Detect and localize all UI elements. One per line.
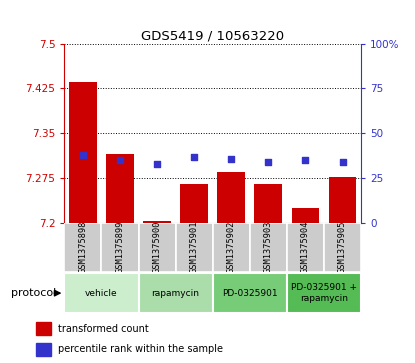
Text: vehicle: vehicle bbox=[85, 289, 118, 298]
Bar bbox=[36, 322, 51, 335]
Text: GSM1375900: GSM1375900 bbox=[153, 220, 161, 273]
Bar bbox=[324, 223, 361, 272]
Point bbox=[265, 159, 272, 165]
Bar bbox=[143, 221, 171, 223]
Bar bbox=[139, 273, 213, 313]
Bar bbox=[254, 184, 282, 223]
Point bbox=[228, 156, 234, 162]
Text: GSM1375904: GSM1375904 bbox=[301, 220, 310, 273]
Point bbox=[191, 154, 198, 160]
Bar bbox=[69, 82, 97, 223]
Bar bbox=[291, 208, 319, 223]
Bar bbox=[36, 343, 51, 356]
Point bbox=[302, 158, 309, 163]
Bar bbox=[250, 223, 287, 272]
Text: GSM1375898: GSM1375898 bbox=[78, 220, 88, 273]
Text: GSM1375905: GSM1375905 bbox=[338, 220, 347, 273]
Text: PD-0325901: PD-0325901 bbox=[222, 289, 278, 298]
Point bbox=[339, 159, 346, 165]
Point bbox=[154, 161, 160, 167]
Bar bbox=[139, 223, 176, 272]
Bar bbox=[217, 172, 245, 223]
Point bbox=[117, 158, 123, 163]
Text: percentile rank within the sample: percentile rank within the sample bbox=[58, 344, 223, 354]
Text: GSM1375902: GSM1375902 bbox=[227, 220, 236, 273]
Text: transformed count: transformed count bbox=[58, 323, 149, 334]
Text: GSM1375901: GSM1375901 bbox=[190, 220, 199, 273]
Bar bbox=[180, 184, 208, 223]
Text: PD-0325901 +
rapamycin: PD-0325901 + rapamycin bbox=[291, 284, 357, 303]
Bar bbox=[213, 223, 250, 272]
Text: GSM1375899: GSM1375899 bbox=[115, 220, 124, 273]
Text: protocol: protocol bbox=[11, 288, 56, 298]
Point bbox=[80, 152, 86, 158]
Bar bbox=[64, 273, 139, 313]
Bar bbox=[106, 154, 134, 223]
Bar bbox=[287, 273, 361, 313]
Text: GSM1375903: GSM1375903 bbox=[264, 220, 273, 273]
Text: rapamycin: rapamycin bbox=[151, 289, 200, 298]
Bar bbox=[287, 223, 324, 272]
Bar bbox=[101, 223, 139, 272]
Bar bbox=[213, 273, 287, 313]
Bar bbox=[176, 223, 213, 272]
Bar bbox=[64, 223, 101, 272]
Title: GDS5419 / 10563220: GDS5419 / 10563220 bbox=[141, 29, 284, 42]
Bar bbox=[329, 176, 356, 223]
